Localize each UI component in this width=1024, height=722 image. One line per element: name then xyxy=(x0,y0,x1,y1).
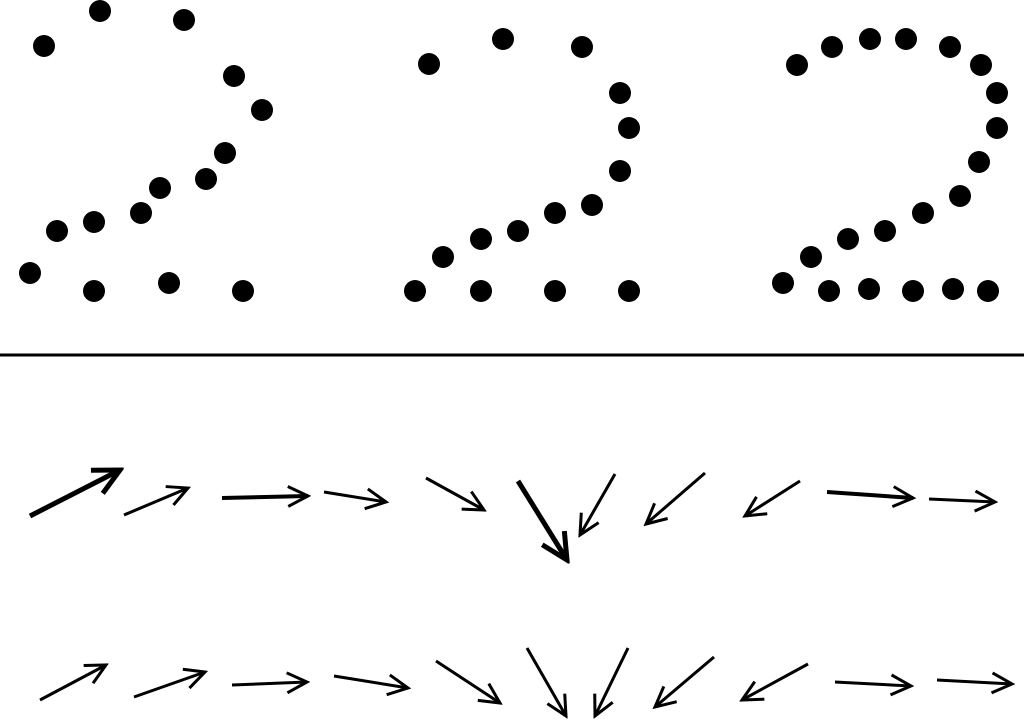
arrow xyxy=(425,476,484,510)
arrow xyxy=(221,496,308,498)
arrow xyxy=(655,655,715,707)
arrow xyxy=(834,682,911,686)
arrow xyxy=(231,682,307,685)
arrow xyxy=(515,479,567,560)
arrow xyxy=(745,479,801,516)
arrow xyxy=(936,680,1012,684)
arrow xyxy=(28,470,120,519)
arrow xyxy=(323,492,386,502)
arrow xyxy=(826,492,913,498)
arrow xyxy=(525,647,566,716)
arrow xyxy=(595,647,630,716)
arrow xyxy=(333,676,408,688)
arrow xyxy=(580,473,617,535)
dotted-two-3 xyxy=(772,28,1008,302)
arrow xyxy=(39,665,106,702)
arrow-row-2 xyxy=(39,647,1012,716)
arrow-row-1 xyxy=(28,470,995,560)
arrow xyxy=(435,659,500,703)
arrow xyxy=(646,471,706,524)
dotted-two-2 xyxy=(404,28,640,302)
dotted-two-1 xyxy=(19,0,273,302)
arrow xyxy=(123,488,188,517)
arrow xyxy=(928,499,995,502)
arrow xyxy=(742,662,809,700)
arrow xyxy=(133,672,205,699)
